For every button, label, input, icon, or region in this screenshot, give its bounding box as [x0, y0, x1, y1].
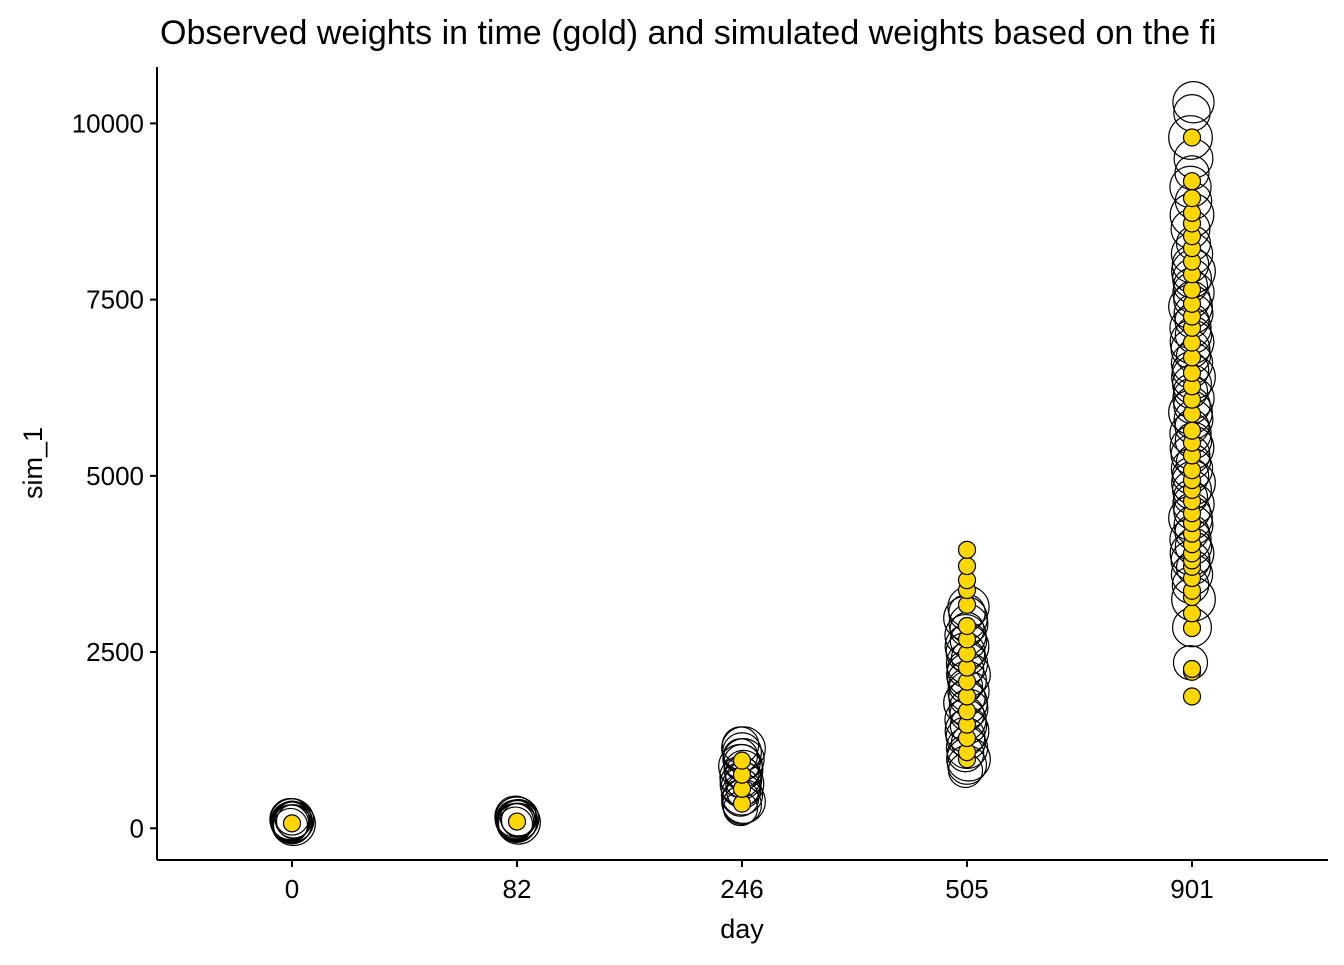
x-tick-label: 901	[1170, 874, 1213, 904]
x-axis-ticks: 0 82 246 505 901	[285, 860, 1214, 904]
y-tick-label: 7500	[86, 285, 144, 315]
observed-point	[1182, 189, 1202, 208]
observed-points	[282, 128, 1202, 833]
observed-point	[957, 540, 977, 559]
observed-point	[957, 556, 977, 576]
x-tick-label: 82	[503, 874, 532, 904]
observed-point	[1182, 659, 1202, 679]
observed-point	[1182, 604, 1202, 623]
y-tick-label: 0	[130, 813, 144, 843]
simulated-point	[494, 795, 537, 838]
simulated-point	[1172, 81, 1215, 124]
y-axis-title: sim_1	[18, 427, 48, 499]
x-axis-title: day	[720, 914, 764, 944]
simulated-point	[269, 797, 312, 841]
observed-point	[507, 812, 527, 831]
observed-point	[732, 751, 752, 770]
observed-point	[1182, 128, 1202, 147]
observed-point	[282, 814, 302, 833]
observed-point	[1182, 363, 1202, 383]
x-tick-label: 0	[285, 874, 299, 904]
y-tick-label: 2500	[86, 637, 144, 667]
simulated-point	[1173, 94, 1211, 132]
observed-point	[1182, 687, 1202, 706]
observed-point	[1182, 421, 1202, 440]
simulated-point	[1168, 115, 1213, 160]
y-axis-ticks: 0 2500 5000 7500 10000	[72, 108, 157, 843]
simulated-points	[269, 81, 1216, 847]
y-tick-label: 5000	[86, 461, 144, 491]
observed-point	[957, 616, 977, 636]
x-tick-label: 246	[720, 874, 763, 904]
x-tick-label: 505	[945, 874, 988, 904]
chart-title: Observed weights in time (gold) and simu…	[160, 14, 1216, 52]
observed-point	[1182, 172, 1202, 191]
y-tick-label: 10000	[72, 108, 144, 138]
simulated-point	[274, 800, 310, 836]
simulated-point	[499, 798, 538, 837]
observed-point	[1182, 280, 1202, 299]
